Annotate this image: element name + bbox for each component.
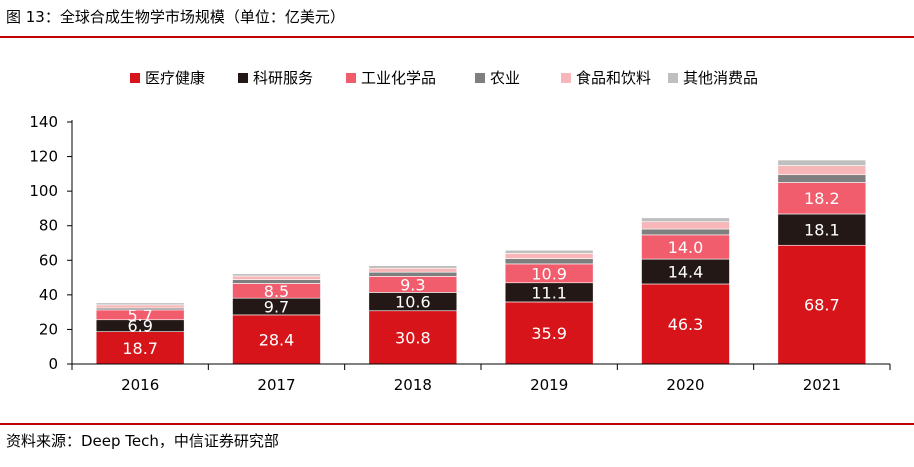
legend-label: 科研服务 xyxy=(253,69,313,87)
legend-label: 食品和饮料 xyxy=(576,69,651,87)
data-label: 10.9 xyxy=(531,264,567,283)
bar-segment xyxy=(232,314,321,365)
bar-segment xyxy=(232,279,321,284)
legend-swatch xyxy=(238,73,248,83)
bar-segment xyxy=(641,228,730,236)
bar-segment xyxy=(777,165,867,176)
bar-segment xyxy=(641,217,730,223)
bar-segment xyxy=(232,273,321,277)
data-label: 5.7 xyxy=(127,306,152,325)
bars: 18.76.95.728.49.78.530.810.69.335.911.11… xyxy=(95,159,867,365)
bar-segment xyxy=(232,275,321,280)
bar-segment xyxy=(504,253,594,259)
bar-segment xyxy=(504,249,594,254)
data-label: 18.2 xyxy=(804,189,840,208)
bar-segment xyxy=(368,271,458,277)
y-tick-label: 0 xyxy=(48,355,58,373)
top-rule xyxy=(0,36,914,38)
legend-label: 医疗健康 xyxy=(145,69,205,87)
data-label: 14.4 xyxy=(668,263,704,282)
source-note: 资料来源：Deep Tech，中信证券研究部 xyxy=(6,432,279,450)
legend-swatch xyxy=(561,73,571,83)
bar-segment xyxy=(777,174,867,183)
legend-swatch xyxy=(475,73,485,83)
legend-label: 农业 xyxy=(490,69,520,87)
legend: 医疗健康 科研服务 工业化学品 农业 食品和饮料 其他消费品 xyxy=(130,69,758,87)
bar-segment xyxy=(641,258,730,285)
data-label: 18.7 xyxy=(122,339,158,358)
bar-segment xyxy=(95,331,185,365)
y-tick-label: 140 xyxy=(29,113,58,131)
data-label: 10.6 xyxy=(395,293,431,312)
x-axis: 2016 2017 2018 2019 2020 2021 xyxy=(71,363,891,394)
bottom-rule xyxy=(0,423,914,425)
legend-label: 其他消费品 xyxy=(683,69,758,87)
bar-segment xyxy=(368,310,458,365)
x-tick-label: 2021 xyxy=(803,376,841,394)
data-label: 8.5 xyxy=(264,282,289,301)
data-label: 30.8 xyxy=(395,328,431,347)
data-label: 35.9 xyxy=(531,324,567,343)
bar-segment xyxy=(368,267,458,273)
x-tick-label: 2018 xyxy=(394,376,432,394)
y-tick-label: 40 xyxy=(39,286,58,304)
data-label: 6.9 xyxy=(127,317,152,336)
x-tick-label: 2019 xyxy=(530,376,568,394)
data-label: 68.7 xyxy=(804,296,840,315)
data-label: 11.1 xyxy=(531,283,567,302)
bar-segment xyxy=(641,234,730,260)
chart-title: 图 13：全球合成生物学市场规模（单位：亿美元） xyxy=(6,8,345,26)
bar-segment xyxy=(777,244,867,365)
y-tick-label: 60 xyxy=(39,251,58,269)
bar-segment xyxy=(95,302,185,306)
legend-label: 工业化学品 xyxy=(361,69,436,87)
x-tick-label: 2020 xyxy=(666,376,704,394)
y-tick-label: 80 xyxy=(39,217,58,235)
data-label: 28.4 xyxy=(259,330,295,349)
stacked-bar-chart: 医疗健康 科研服务 工业化学品 农业 食品和饮料 其他消费品 0 20 40 60 80 100 12… xyxy=(29,69,891,394)
legend-swatch xyxy=(346,73,356,83)
data-label: 9.3 xyxy=(400,275,425,294)
bar-segment xyxy=(777,182,867,215)
bar-segment xyxy=(504,301,594,365)
data-label: 14.0 xyxy=(668,238,704,257)
bar-segment xyxy=(641,221,730,230)
y-tick-label: 20 xyxy=(39,320,58,338)
legend-swatch xyxy=(668,73,678,83)
legend-swatch xyxy=(130,73,140,83)
y-axis: 0 20 40 60 80 100 120 140 xyxy=(29,113,73,373)
data-label: 18.1 xyxy=(804,221,840,240)
y-tick-label: 120 xyxy=(29,148,58,166)
x-tick-label: 2017 xyxy=(257,376,295,394)
bar-segment xyxy=(504,258,594,265)
bar-segment xyxy=(777,213,867,246)
x-tick-label: 2016 xyxy=(121,376,159,394)
bar-segment xyxy=(95,304,185,309)
bar-segment xyxy=(777,159,867,166)
data-label: 46.3 xyxy=(668,315,704,334)
data-label: 9.7 xyxy=(264,298,289,317)
y-tick-label: 100 xyxy=(29,182,58,200)
bar-segment xyxy=(368,265,458,269)
